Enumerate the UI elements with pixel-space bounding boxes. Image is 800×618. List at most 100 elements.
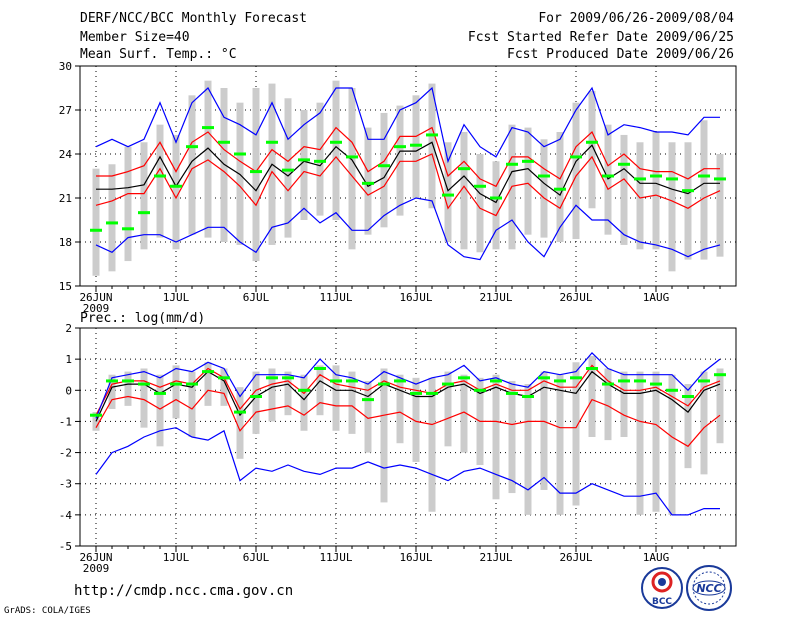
p2-mean-marker xyxy=(394,379,406,383)
p2-range-bar xyxy=(556,374,564,515)
p2-mean-marker xyxy=(298,388,310,392)
p1-mean-marker xyxy=(666,177,678,181)
p1-mean-marker xyxy=(538,174,550,178)
p2-range-bar xyxy=(220,368,228,406)
p2-mean-marker xyxy=(186,382,198,386)
p1-mean-marker xyxy=(234,152,246,156)
p1-range-bar xyxy=(700,120,708,260)
p1-mean-marker xyxy=(426,133,438,137)
p2-y-tick-label: -4 xyxy=(59,509,73,522)
p2-x-tick-label: 26JUL xyxy=(559,551,592,564)
p2-range-bar xyxy=(300,374,308,431)
p2-mean-marker xyxy=(154,391,166,395)
p2-range-bar xyxy=(492,374,500,500)
p1-mean-marker xyxy=(138,211,150,215)
p1-mean-marker xyxy=(250,170,262,174)
p1-range-bar xyxy=(620,134,628,245)
p2-mean-marker xyxy=(506,391,518,395)
p1-x-tick-label: 26JUL xyxy=(559,291,592,304)
p1-x-tick-label: 1JUL xyxy=(163,291,190,304)
p1-range-bar xyxy=(636,142,644,250)
p1-x-tick-label: 21JUL xyxy=(479,291,512,304)
p1-mean-marker xyxy=(298,158,310,162)
p2-range-bar xyxy=(460,374,468,453)
p2-median-line xyxy=(95,370,721,422)
p2-range-bar xyxy=(124,371,132,406)
p1-range-bar xyxy=(540,139,548,238)
p1-range-bar xyxy=(140,142,148,250)
p1-range-bar xyxy=(172,134,180,250)
svg-text:NCC: NCC xyxy=(696,582,721,595)
p1-mean-marker xyxy=(154,174,166,178)
p2-mean-marker xyxy=(266,376,278,380)
p1-range-bar xyxy=(300,110,308,220)
p2-mean-marker xyxy=(234,410,246,414)
p1-maximum-line xyxy=(95,86,720,164)
p1-mean-marker xyxy=(346,155,358,159)
p1-mean-marker xyxy=(650,174,662,178)
p2-x-tick-label: 1JUL xyxy=(163,551,190,564)
p1-mean-marker xyxy=(90,228,102,232)
p2-mean-marker xyxy=(538,376,550,380)
p2-range-bar xyxy=(268,368,276,422)
p1-mean-marker xyxy=(618,162,630,166)
p2-range-bar xyxy=(172,365,180,419)
p1-mean-marker xyxy=(506,162,518,166)
p1-lower-quartile-line xyxy=(95,153,721,217)
p2-range-bar xyxy=(284,371,292,416)
p1-mean-marker xyxy=(410,143,422,147)
source-url[interactable]: http://cmdp.ncc.cma.gov.cn xyxy=(74,583,294,599)
p2-plot-frame xyxy=(79,327,737,547)
p1-range-bar xyxy=(380,112,388,228)
p1-y-tick-label: 21 xyxy=(59,192,72,205)
p2-maximum-line xyxy=(95,352,721,419)
p2-y-tick-label: -1 xyxy=(59,415,72,428)
p2-range-bar xyxy=(92,412,100,431)
p2-x-tick-label: 11JUL xyxy=(319,551,352,564)
p2-range-bar xyxy=(412,377,420,462)
p2-range-bar xyxy=(540,371,548,490)
p2-range-bar xyxy=(444,371,452,447)
p2-range-bar xyxy=(140,368,148,428)
p1-mean-marker xyxy=(314,159,326,163)
p2-range-bar xyxy=(508,380,516,494)
p1-upper-quartile-line xyxy=(96,126,720,188)
p1-mean-marker xyxy=(586,140,598,144)
p1-range-bar xyxy=(284,98,292,238)
p2-range-bar xyxy=(588,356,596,437)
p2-range-bar xyxy=(236,387,244,459)
p1-mean-marker xyxy=(266,140,278,144)
precip-panel-label: Prec.: log(mm/d) xyxy=(80,311,206,326)
p1-mean-marker xyxy=(122,227,134,231)
p1-y-tick-label: 30 xyxy=(59,60,72,73)
p1-x-tick-label: 6JUL xyxy=(243,291,270,304)
p1-mean-marker xyxy=(634,177,646,181)
p1-mean-marker xyxy=(554,187,566,191)
p2-y-tick-label: -5 xyxy=(59,540,72,553)
p2-x-tick-label: 16JUL xyxy=(399,551,432,564)
p1-range-bar xyxy=(428,83,436,209)
p2-mean-marker xyxy=(650,382,662,386)
p1-mean-marker xyxy=(394,145,406,149)
p1-range-bar xyxy=(396,105,404,216)
p2-mean-marker xyxy=(442,382,454,386)
p1-range-bar xyxy=(204,80,212,238)
p1-y-tick-label: 15 xyxy=(59,280,72,293)
p2-mean-marker xyxy=(602,382,614,386)
p1-mean-marker xyxy=(362,181,374,185)
p2-range-bar xyxy=(156,374,164,447)
p2-range-bar xyxy=(620,371,628,437)
p1-y-tick-label: 24 xyxy=(59,148,73,161)
p2-range-bar xyxy=(316,365,324,416)
p2-mean-marker xyxy=(362,398,374,402)
p1-range-bar xyxy=(716,154,724,257)
p2-mean-marker xyxy=(138,382,150,386)
p1-mean-marker xyxy=(682,189,694,193)
p1-mean-marker xyxy=(474,184,486,188)
p2-y-tick-label: 1 xyxy=(65,353,72,366)
p2-mean-marker xyxy=(122,379,134,383)
p2-range-bar xyxy=(604,368,612,441)
p2-range-bar xyxy=(380,368,388,503)
p2-range-bar xyxy=(700,371,708,475)
